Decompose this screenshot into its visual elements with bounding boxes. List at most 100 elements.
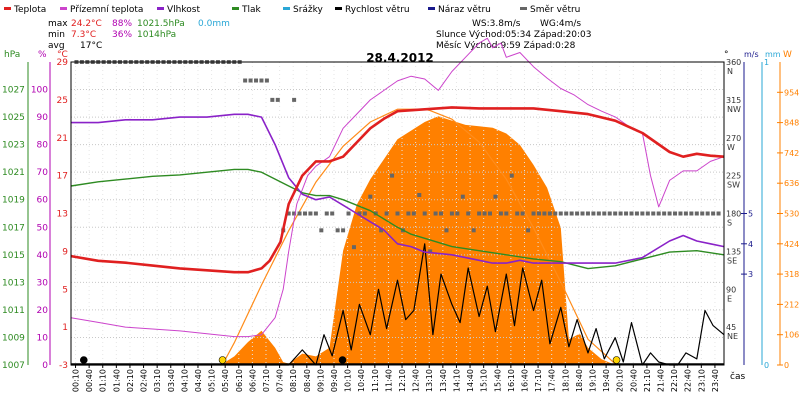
- wind-dir-point-118: [711, 211, 716, 216]
- x-tick-47: 23:40: [711, 369, 720, 392]
- chart-title: 28.4.2012: [366, 51, 434, 65]
- wind-dir-point-55: [368, 194, 373, 199]
- wind-dir-point-52: [351, 245, 356, 250]
- wind-dir-point-62: [406, 211, 411, 216]
- dir-tick-3: 180: [726, 210, 741, 219]
- pct-tick-7: 70: [37, 168, 49, 178]
- wind-dir-point-103: [629, 211, 634, 216]
- moon-rise-icon: [338, 356, 347, 364]
- wind-sun-moon-info: WS:3.8m/s WG:4m/s Slunce Východ:05:34 Zá…: [436, 19, 592, 51]
- wind-dir-point-76: [482, 211, 487, 216]
- degc-tick-2: 5: [62, 285, 68, 295]
- legend-label-4: Srážky: [293, 5, 324, 15]
- series-line-0: [70, 106, 725, 274]
- legend-label-5: Rychlost větru: [345, 5, 410, 15]
- wind-dir-point-102: [624, 211, 629, 216]
- wind-dir-point-95: [585, 211, 590, 216]
- x-tick-31: 15:40: [493, 369, 502, 392]
- wind-dir-point-36: [270, 97, 275, 102]
- x-tick-11: 05:40: [221, 369, 230, 392]
- dir-tick-2: 135: [726, 247, 741, 256]
- degc-tick-5: 17: [57, 172, 68, 182]
- wind-dir-point-116: [700, 211, 705, 216]
- legend-label-7: Směr větru: [530, 5, 580, 15]
- hpa-tick-8: 1023: [2, 141, 25, 151]
- x-tick-33: 16:40: [520, 369, 529, 392]
- wind-dir-point-78: [493, 194, 498, 199]
- wind-dir-point-94: [580, 211, 585, 216]
- degc-tick-4: 13: [57, 210, 68, 220]
- wind-dir-point-72: [460, 194, 465, 199]
- x-tick-32: 16:10: [507, 369, 516, 392]
- x-tick-36: 18:10: [561, 369, 570, 392]
- wind-dir-point-93: [575, 211, 580, 216]
- legend-swatch-5: [335, 7, 342, 10]
- dir-tick-5: 270: [726, 134, 741, 143]
- wind-dir-point-53: [357, 211, 362, 216]
- wind-dir-point-107: [651, 211, 656, 216]
- x-tick-4: 02:10: [126, 369, 135, 392]
- x-tick-9: 04:40: [194, 369, 203, 392]
- pct-axis-header: %: [38, 50, 47, 60]
- x-tick-43: 21:40: [657, 369, 666, 392]
- wind-dir-point-43: [302, 211, 307, 216]
- series-line-3: [70, 168, 725, 270]
- wind-dir-point-40: [286, 211, 291, 216]
- x-tick-42: 21:10: [643, 369, 652, 392]
- stats-max-label: max: [48, 19, 68, 29]
- stats-avg-label: avg: [48, 41, 65, 51]
- x-tick-40: 20:10: [616, 369, 625, 392]
- wind-dir-point-113: [683, 211, 688, 216]
- x-tick-13: 06:40: [248, 369, 257, 392]
- degc-axis-header: °C: [57, 50, 68, 60]
- x-tick-19: 09:40: [330, 369, 339, 392]
- dir-tick-6: 315: [726, 96, 741, 105]
- wind-dir-point-63: [411, 211, 416, 216]
- x-tick-46: 23:10: [697, 369, 706, 392]
- dir-tick-compass-7: N: [727, 67, 733, 76]
- ms-tick-0: 3: [748, 270, 753, 279]
- legend-label-0: Teplota: [13, 5, 46, 15]
- wind-dir-point-59: [390, 173, 395, 178]
- wind-dir-point-50: [341, 228, 346, 233]
- wind-dir-point-89: [553, 211, 558, 216]
- dir-tick-compass-3: S: [727, 219, 732, 228]
- wind-dir-point-101: [618, 211, 623, 216]
- wind-dir-point-48: [330, 211, 335, 216]
- moon-set-icon: [79, 356, 88, 364]
- legend-swatch-2: [157, 7, 164, 10]
- pct-tick-4: 40: [37, 251, 49, 261]
- wind-dir-point-92: [569, 211, 574, 216]
- wind-dir-point-104: [634, 211, 639, 216]
- dir-tick-0: 45: [726, 323, 736, 332]
- wind-dir-point-80: [504, 211, 509, 216]
- x-tick-29: 14:40: [466, 369, 475, 392]
- mm-tick-0: 0: [764, 361, 769, 370]
- w-tick-0: 0: [784, 361, 789, 370]
- x-tick-16: 08:10: [289, 369, 298, 392]
- wind-dir-point-70: [449, 211, 454, 216]
- w-tick-4: 424: [784, 240, 799, 249]
- x-tick-39: 19:40: [602, 369, 611, 392]
- x-tick-23: 11:40: [384, 369, 393, 392]
- legend-swatch-3: [232, 7, 239, 10]
- sunrise-icon: [218, 356, 227, 364]
- x-tick-5: 02:40: [140, 369, 149, 392]
- wind-gust-info: WG:4m/s: [540, 19, 581, 29]
- wind-dir-point-54: [362, 211, 367, 216]
- wind-dir-point-110: [667, 211, 672, 216]
- pct-tick-6: 60: [37, 196, 49, 206]
- x-tick-37: 18:40: [575, 369, 584, 392]
- wind-dir-point-100: [613, 211, 618, 216]
- stats-min-temp: 7.3°C: [71, 30, 96, 40]
- wind-speed-info: WS:3.8m/s: [472, 19, 521, 29]
- wind-dir-point-81: [509, 173, 514, 178]
- wind-dir-point-35: [264, 78, 269, 83]
- x-tick-45: 22:40: [684, 369, 693, 392]
- w-tick-3: 318: [784, 270, 799, 279]
- wind-dir-point-115: [694, 211, 699, 216]
- hpa-tick-5: 1017: [2, 223, 25, 233]
- mm-axis-header: mm: [765, 50, 781, 59]
- wind-dir-point-47: [324, 211, 329, 216]
- ms-axis-header: m/s: [744, 50, 759, 59]
